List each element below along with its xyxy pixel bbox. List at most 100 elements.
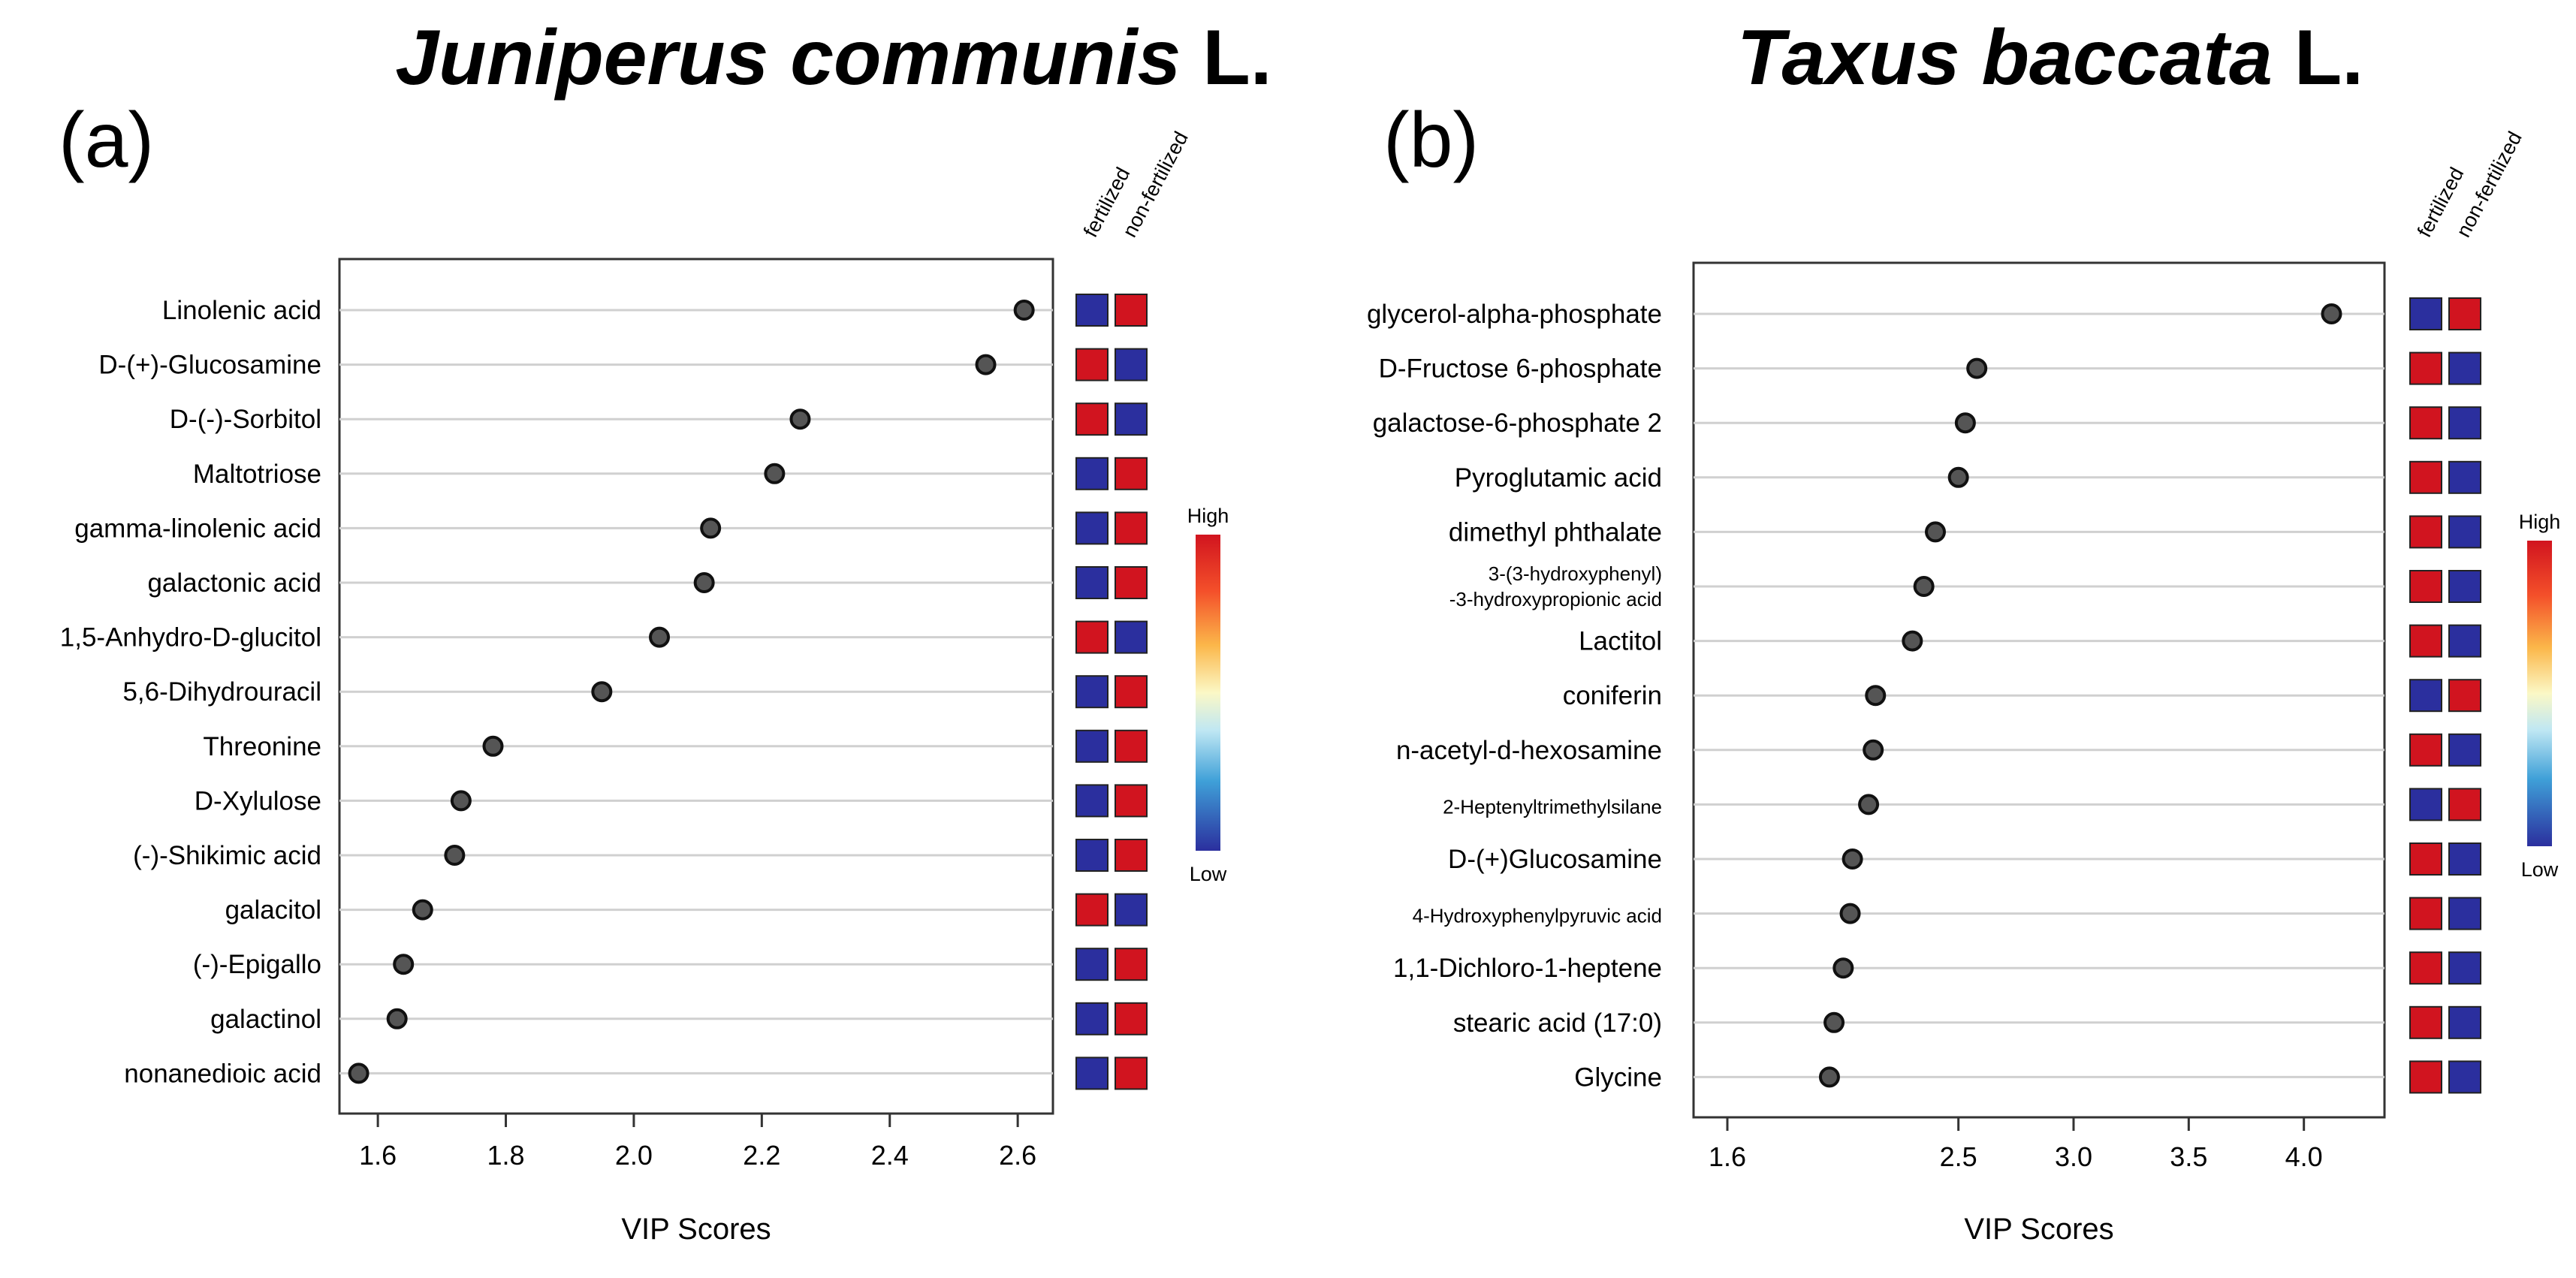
colorbar <box>1196 535 1220 851</box>
category-label-line: D-Fructose 6-phosphate <box>1379 354 1662 384</box>
heatmap-cell <box>2448 897 2481 930</box>
heatmap-cell <box>1075 893 1109 927</box>
category-label-line: -3-hydroxypropionic acid <box>1449 588 1662 610</box>
heatmap-cell <box>1115 620 1148 654</box>
heatmap-cell <box>2409 842 2442 876</box>
heatmap-cell <box>1115 948 1148 981</box>
heatmap-cell <box>2448 1005 2481 1039</box>
heatmap-cell <box>2409 679 2442 713</box>
panel-label-a: (a) <box>59 97 154 184</box>
title-b-species: Taxus baccata <box>1737 14 2273 101</box>
category-label: n-acetyl-d-hexosamine <box>1396 736 1662 765</box>
data-point <box>1865 685 1887 707</box>
group-header: non-fertilized <box>1118 128 1193 241</box>
category-label: galactonic acid <box>147 568 321 598</box>
category-label: Threonine <box>203 732 321 761</box>
heatmap-cell <box>2448 460 2481 494</box>
category-label: nonanedioic acid <box>124 1059 321 1088</box>
heatmap-cell <box>2409 406 2442 440</box>
heatmap-cell <box>2409 515 2442 549</box>
category-label-line: Threonine <box>203 732 321 761</box>
heatmap-cell <box>2409 733 2442 767</box>
plot-frame <box>1692 261 2386 1119</box>
heatmap-cell <box>1075 348 1109 381</box>
x-tick-label: 3.0 <box>2055 1141 2092 1172</box>
category-label-line: 4-Hydroxyphenylpyruvic acid <box>1413 905 1662 927</box>
category-label-line: Pyroglutamic acid <box>1455 463 1662 493</box>
data-point <box>789 408 811 430</box>
data-point <box>1913 576 1935 597</box>
data-point <box>764 463 786 484</box>
heatmap-cell <box>1075 839 1109 872</box>
data-point <box>1954 412 1976 434</box>
colorbar-high-label: High <box>1187 505 1229 527</box>
category-label-line: gamma-linolenic acid <box>74 514 321 543</box>
heatmap-cell <box>2448 733 2481 767</box>
heatmap-cell <box>2448 1060 2481 1094</box>
category-label-line: Glycine <box>1574 1062 1662 1092</box>
category-label: D-(-)-Sorbitol <box>170 405 321 434</box>
heatmap-cell <box>2448 624 2481 658</box>
category-label-line: Linolenic acid <box>162 296 321 325</box>
heatmap-cell <box>2409 788 2442 821</box>
x-tick-label: 2.5 <box>1940 1141 1977 1172</box>
title-b: Taxus baccata L. <box>1737 14 2363 101</box>
category-label: (-)-Shikimic acid <box>133 841 321 870</box>
category-label: 1,5-Anhydro-D-glucitol <box>60 623 321 653</box>
heatmap-cell <box>1075 457 1109 490</box>
category-label-line: Lactitol <box>1579 627 1662 656</box>
heatmap-cell <box>1115 1056 1148 1090</box>
category-label: gamma-linolenic acid <box>74 514 321 543</box>
heatmap-cell <box>1115 457 1148 490</box>
category-label-line: 5,6-Dihydrouracil <box>122 677 321 707</box>
x-tick-label: 3.5 <box>2170 1141 2207 1172</box>
heatmap-cell <box>2409 1005 2442 1039</box>
x-tick-label: 2.6 <box>999 1140 1036 1171</box>
category-label-line: (-)-Shikimic acid <box>133 841 321 870</box>
heatmap-cell <box>2409 460 2442 494</box>
category-label-line: galactonic acid <box>147 568 321 598</box>
data-point <box>393 954 415 975</box>
heatmap-cell <box>2409 297 2442 330</box>
category-label: D-(+)-Glucosamine <box>98 351 321 380</box>
title-a-species: Juniperus communis <box>395 14 1181 101</box>
heatmap-cell <box>1115 839 1148 872</box>
heatmap-cell <box>1075 294 1109 327</box>
heatmap-cell <box>1075 784 1109 818</box>
data-point <box>1902 630 1923 652</box>
category-label: D-(+)Glucosamine <box>1448 845 1662 874</box>
plot-frame <box>338 258 1054 1115</box>
heatmap-cell <box>1115 402 1148 436</box>
heatmap-cell <box>1075 620 1109 654</box>
heatmap-cell <box>1075 675 1109 709</box>
heatmap-cell <box>2409 1060 2442 1094</box>
data-point <box>1925 521 1946 543</box>
category-label-line: D-Xylulose <box>195 786 321 815</box>
heatmap-cell <box>2448 351 2481 385</box>
data-point <box>450 790 472 812</box>
category-label: Pyroglutamic acid <box>1455 463 1662 493</box>
category-label-line: 3-(3-hydroxyphenyl) <box>1489 562 1662 585</box>
category-label: 4-Hydroxyphenylpyruvic acid <box>1413 905 1662 927</box>
heatmap-cell <box>2409 624 2442 658</box>
x-tick-label: 4.0 <box>2285 1141 2323 1172</box>
heatmap-cell <box>2448 842 2481 876</box>
category-label-line: nonanedioic acid <box>124 1059 321 1088</box>
data-point <box>1863 739 1884 761</box>
heatmap-cell <box>1115 729 1148 763</box>
colorbar <box>2527 541 2552 846</box>
category-label: (-)-Epigallo <box>193 950 321 979</box>
heatmap-cell <box>1075 729 1109 763</box>
x-axis-label: VIP Scores <box>621 1213 771 1246</box>
data-point <box>386 1008 408 1029</box>
heatmap-cell <box>1075 1002 1109 1035</box>
category-label: stearic acid (17:0) <box>1453 1008 1662 1038</box>
category-label-line: coniferin <box>1563 681 1662 710</box>
category-label-line: D-(-)-Sorbitol <box>170 405 321 434</box>
category-label: 2-Heptenyltrimethylsilane <box>1443 795 1662 818</box>
heatmap-cell <box>1075 511 1109 545</box>
heatmap-cell <box>1115 294 1148 327</box>
data-point <box>1823 1011 1845 1033</box>
panel-a: Linolenic acid D-(+)-Glucosamine D-(-)-Sor… <box>60 128 1229 1246</box>
